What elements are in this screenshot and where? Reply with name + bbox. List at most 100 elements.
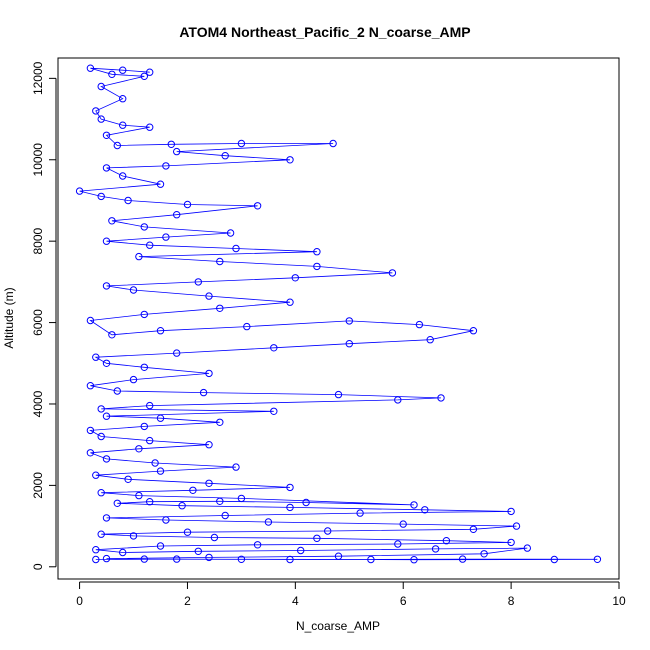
data-point	[183, 528, 192, 536]
data-point	[431, 545, 440, 553]
data-point	[221, 511, 229, 520]
data-point	[394, 540, 402, 548]
data-point	[156, 327, 165, 335]
data-point	[469, 327, 478, 335]
data-point	[437, 394, 445, 402]
data-point	[86, 382, 95, 390]
data-point	[313, 248, 321, 256]
data-point	[334, 390, 343, 399]
data-point	[507, 507, 515, 516]
data-point	[226, 229, 235, 237]
data-point	[334, 552, 343, 560]
data-point	[194, 547, 203, 555]
data-point	[102, 455, 111, 463]
x-tick-label: 0	[76, 594, 83, 608]
x-tick-label: 8	[508, 594, 515, 608]
data-point	[356, 509, 364, 517]
data-point	[480, 550, 488, 558]
data-point	[151, 459, 159, 467]
data-point	[183, 200, 192, 209]
y-tick-label: 4000	[31, 390, 45, 417]
data-point	[113, 141, 122, 150]
data-point	[97, 530, 105, 538]
data-point	[199, 388, 208, 397]
data-point	[189, 486, 197, 494]
data-point	[92, 107, 100, 115]
data-point	[205, 292, 213, 300]
data-point	[286, 555, 294, 564]
data-point	[92, 353, 100, 361]
y-tick-label: 12000	[31, 61, 45, 95]
data-point	[140, 72, 149, 81]
data-point	[102, 282, 111, 290]
data-point	[302, 498, 310, 507]
data-point	[119, 121, 127, 129]
data-point	[205, 553, 213, 562]
data-point	[102, 164, 111, 172]
data-point	[135, 252, 143, 261]
data-point	[243, 322, 251, 331]
y-tick-label: 0	[31, 563, 45, 570]
data-point	[410, 556, 418, 564]
data-point	[75, 187, 84, 195]
data-point	[156, 467, 165, 475]
x-axis-label: N_coarse_AMP	[296, 619, 380, 633]
data-point	[113, 499, 122, 507]
data-point	[205, 441, 213, 449]
y-axis-label: Altitude (m)	[2, 287, 16, 348]
data-point	[124, 475, 132, 483]
data-point	[291, 274, 299, 282]
data-point	[97, 82, 105, 91]
data-point	[232, 244, 240, 253]
data-point	[221, 152, 229, 160]
data-point	[367, 555, 375, 564]
data-point	[108, 331, 116, 339]
data-point	[313, 534, 321, 542]
data-point	[512, 522, 521, 530]
data-point	[286, 298, 294, 306]
data-point	[410, 501, 418, 509]
data-point	[140, 422, 149, 431]
data-point	[113, 387, 122, 395]
y-tick-label: 10000	[31, 143, 45, 177]
data-point	[216, 497, 224, 505]
data-point	[194, 278, 203, 286]
data-point	[97, 192, 105, 201]
y-tick-label: 2000	[31, 472, 45, 499]
data-point	[97, 405, 105, 413]
data-point	[162, 516, 170, 524]
x-tick-label: 2	[184, 594, 191, 608]
plot-area-frame	[57, 57, 620, 580]
data-point	[86, 64, 95, 72]
data-point	[399, 520, 407, 528]
series-line	[79, 67, 598, 561]
data-point	[97, 489, 105, 497]
data-point	[135, 445, 143, 453]
data-point	[86, 426, 95, 435]
data-point	[140, 363, 149, 371]
data-point	[86, 316, 95, 325]
data-points	[75, 64, 602, 564]
data-point	[156, 414, 165, 422]
data-point	[135, 491, 143, 500]
data-point	[119, 66, 127, 74]
data-point	[523, 544, 531, 552]
data-point	[102, 359, 111, 367]
data-point	[129, 375, 138, 384]
data-point	[216, 304, 224, 312]
data-point	[140, 223, 149, 231]
data-point	[313, 262, 321, 271]
data-point	[173, 349, 181, 357]
data-point	[442, 537, 451, 545]
data-point	[162, 233, 170, 241]
data-point	[253, 541, 262, 549]
data-point	[216, 418, 224, 426]
data-point	[146, 123, 154, 131]
data-point	[119, 548, 127, 557]
data-point	[86, 449, 95, 457]
y-axis: 0 2000 4000 6000 8000 10000 12000	[31, 61, 57, 570]
data-point	[167, 140, 176, 149]
data-point	[156, 180, 165, 188]
data-point	[146, 68, 154, 76]
